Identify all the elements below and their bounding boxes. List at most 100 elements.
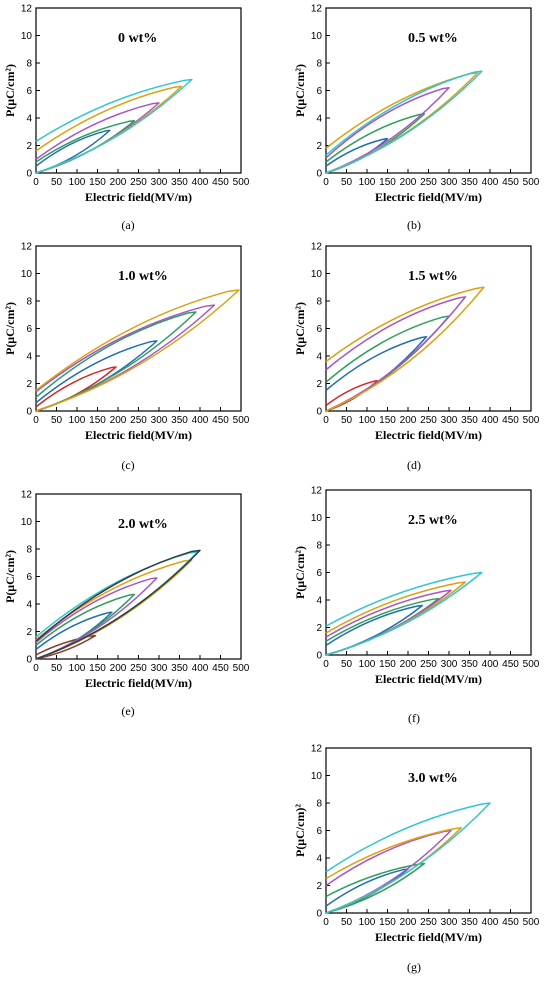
x-tick-label: 250 (420, 415, 437, 426)
x-tick-label: 450 (212, 415, 229, 426)
chart-panel-e: 0 50 100 150 200 250 300 350 400 450 500 0 2 4 6 8 10 12 E… (3, 490, 250, 691)
panel-label: 1.5 wt% (408, 269, 458, 284)
x-tick-label: 500 (523, 917, 540, 928)
x-tick-label: 500 (233, 177, 250, 188)
x-tick-label: 500 (233, 415, 250, 426)
pe-loop-2 (325, 315, 450, 412)
x-tick-label: 200 (400, 917, 417, 928)
pe-loop-4 (35, 78, 193, 174)
y-tick-label: 10 (311, 513, 323, 524)
y-tick-label: 6 (316, 324, 322, 335)
panel-caption-d: (d) (407, 458, 421, 472)
x-tick-label: 400 (192, 663, 209, 674)
y-tick-label: 0 (316, 407, 322, 418)
x-tick-label: 500 (523, 177, 540, 188)
x-tick-label: 350 (171, 415, 188, 426)
y-tick-label: 6 (26, 572, 32, 583)
x-tick-label: 500 (523, 415, 540, 426)
x-tick-label: 100 (69, 663, 86, 674)
y-tick-label: 6 (316, 826, 322, 837)
x-tick-label: 400 (482, 659, 499, 670)
x-tick-label: 400 (192, 415, 209, 426)
y-axis-label: P(μC/cm²) (293, 546, 307, 599)
pe-loop-3 (325, 296, 467, 412)
x-axis-label: Electric field(MV/m) (85, 676, 192, 690)
y-tick-label: 2 (316, 379, 322, 390)
x-tick-label: 350 (461, 415, 478, 426)
x-tick-label: 150 (379, 659, 396, 670)
x-tick-label: 300 (441, 917, 458, 928)
x-tick-label: 500 (233, 663, 250, 674)
x-tick-label: 50 (51, 663, 63, 674)
y-axis-label: P(μC/cm)² (293, 804, 307, 857)
pe-loop-3 (35, 304, 216, 412)
y-tick-label: 12 (311, 744, 323, 755)
y-tick-label: 2 (26, 627, 32, 638)
chart-panel-a: 0 50 100 150 200 250 300 350 400 450 500 0 2 4 6 8 10 12 E… (3, 4, 250, 205)
x-tick-label: 250 (130, 177, 147, 188)
chart-panel-g: 0 50 100 150 200 250 300 350 400 450 500 0 2 4 6 8 10 12 E… (293, 744, 540, 945)
x-tick-label: 50 (341, 659, 353, 670)
pe-loop-4 (325, 70, 483, 174)
panel-label: 2.5 wt% (408, 513, 458, 528)
x-tick-label: 100 (359, 415, 376, 426)
chart-panel-b: 0 50 100 150 200 250 300 350 400 450 500 0 2 4 6 8 10 12 E… (293, 4, 540, 205)
x-tick-label: 250 (130, 415, 147, 426)
pe-loop-0 (35, 634, 97, 660)
pe-loop-1 (325, 336, 428, 412)
y-tick-label: 0 (26, 655, 32, 666)
x-tick-label: 150 (379, 177, 396, 188)
y-axis-label: P(μC/cm²) (293, 64, 307, 117)
panel-label: 0 wt% (118, 31, 157, 46)
x-tick-label: 450 (502, 177, 519, 188)
x-tick-label: 50 (341, 415, 353, 426)
x-axis-label: Electric field(MV/m) (375, 672, 482, 686)
y-tick-label: 0 (316, 651, 322, 662)
x-tick-label: 350 (171, 663, 188, 674)
x-tick-label: 100 (69, 415, 86, 426)
x-tick-label: 450 (212, 663, 229, 674)
y-axis-label: P(μC/cm²) (3, 550, 17, 603)
chart-panel-d: 0 50 100 150 200 250 300 350 400 450 500 0 2 4 6 8 10 12 E… (293, 242, 540, 443)
y-tick-label: 4 (316, 854, 322, 865)
panel-label: 1.0 wt% (118, 269, 168, 284)
x-tick-label: 100 (359, 659, 376, 670)
y-tick-label: 12 (311, 4, 323, 15)
x-axis-label: Electric field(MV/m) (85, 190, 192, 204)
x-tick-label: 200 (110, 177, 127, 188)
chart-panel-c: 0 50 100 150 200 250 300 350 400 450 500 0 2 4 6 8 10 12 E… (3, 242, 250, 443)
x-tick-label: 250 (420, 917, 437, 928)
x-tick-label: 0 (323, 917, 329, 928)
y-tick-label: 4 (26, 352, 32, 363)
pe-loop-4 (325, 286, 485, 412)
x-tick-label: 200 (400, 177, 417, 188)
x-tick-label: 200 (110, 415, 127, 426)
pe-loop-1 (325, 862, 426, 914)
x-tick-label: 100 (359, 917, 376, 928)
y-tick-label: 8 (26, 297, 32, 308)
x-tick-label: 450 (212, 177, 229, 188)
x-tick-label: 300 (441, 415, 458, 426)
x-tick-label: 0 (33, 663, 39, 674)
x-tick-label: 0 (323, 177, 329, 188)
x-axis-label: Electric field(MV/m) (85, 428, 192, 442)
pe-loop-3 (35, 85, 183, 174)
x-tick-label: 400 (482, 917, 499, 928)
x-tick-label: 100 (359, 177, 376, 188)
pe-loop-5 (35, 551, 199, 660)
y-tick-label: 8 (316, 799, 322, 810)
y-tick-label: 12 (311, 486, 323, 497)
y-tick-label: 10 (311, 269, 323, 280)
y-tick-label: 12 (21, 4, 33, 15)
x-axis-label: Electric field(MV/m) (375, 428, 482, 442)
x-tick-label: 150 (89, 177, 106, 188)
y-tick-label: 8 (26, 545, 32, 556)
panel-label: 3.0 wt% (408, 771, 458, 786)
x-tick-label: 400 (482, 177, 499, 188)
x-tick-label: 0 (323, 659, 329, 670)
x-tick-label: 350 (461, 917, 478, 928)
y-tick-label: 6 (316, 86, 322, 97)
x-tick-label: 250 (420, 659, 437, 670)
y-tick-label: 8 (26, 59, 32, 70)
x-tick-label: 450 (502, 659, 519, 670)
